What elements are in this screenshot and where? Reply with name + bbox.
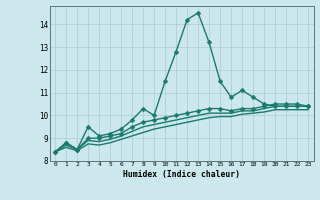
X-axis label: Humidex (Indice chaleur): Humidex (Indice chaleur) <box>123 170 240 179</box>
